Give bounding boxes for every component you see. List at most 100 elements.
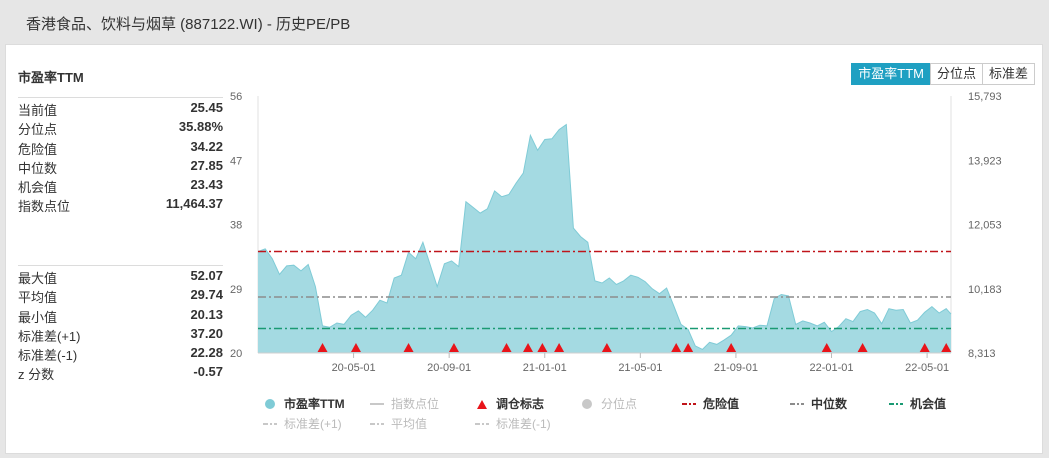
- rebalance-marker: [317, 343, 328, 352]
- pe-area: [258, 124, 951, 353]
- stat-value: 20.13: [190, 306, 223, 322]
- rebalance-marker: [671, 343, 682, 352]
- y2-tick-label: 8,313: [968, 348, 996, 360]
- stat-label: 分位点: [18, 122, 58, 138]
- y-tick-label: 56: [230, 91, 242, 103]
- pe-chart[interactable]: 56 47 38 29 20 15,793 13,923 12,053 10,183 8,313 2…: [6, 45, 1042, 453]
- stat-value: 29.74: [190, 287, 223, 303]
- stat-label: 最小值: [18, 309, 58, 325]
- legend-item[interactable]: 分位点: [579, 395, 637, 412]
- legend-label: 标准差(-1): [496, 417, 551, 431]
- legend-label: 分位点: [601, 397, 638, 411]
- rebalance-marker: [448, 343, 459, 352]
- y2-tick-label: 15,793: [968, 91, 1002, 103]
- legend-item[interactable]: 指数点位: [369, 395, 439, 412]
- tab-percentile[interactable]: 分位点: [929, 63, 983, 85]
- rebalance-marker: [941, 343, 952, 352]
- tab-pe-ttm[interactable]: 市盈率TTM: [851, 63, 931, 85]
- stat-label: 标准差(+1): [18, 328, 81, 344]
- rebalance-marker: [350, 343, 361, 352]
- stats-history: 最大值 52.07 平均值 29.74 最小值 20.13 标准差(+1) 37.20 …: [18, 265, 223, 382]
- rebalance-marker: [726, 343, 737, 352]
- line-icon: [370, 402, 384, 405]
- rebalance-marker: [554, 343, 565, 352]
- dashdot-icon: [682, 402, 696, 405]
- dashdot-icon: [370, 422, 384, 425]
- stat-label: 危险值: [18, 141, 58, 157]
- metric-tabs: 市盈率TTM 分位点 标准差: [851, 63, 1035, 85]
- dashdot-icon: [475, 422, 489, 425]
- rebalance-marker: [403, 343, 414, 352]
- rebalance-marker: [821, 343, 832, 352]
- stat-label: 标准差(-1): [18, 348, 78, 364]
- stat-row: 平均值 29.74: [18, 285, 223, 306]
- legend-item[interactable]: 标准差(-1): [474, 415, 551, 432]
- stat-row: z 分数 -0.57: [18, 362, 223, 383]
- stat-row: 机会值 23.43: [18, 175, 223, 196]
- stat-label: 指数点位: [18, 199, 71, 215]
- x-tick-label: 21-09-01: [714, 362, 758, 374]
- rebalance-marker: [537, 343, 548, 352]
- rebalance-marker: [919, 343, 930, 352]
- legend-item[interactable]: 平均值: [369, 415, 427, 432]
- dashdot-icon: [790, 402, 804, 405]
- stat-value: 11,464.37: [165, 196, 223, 212]
- stat-value: 22.28: [190, 345, 223, 361]
- rebalance-marker: [501, 343, 512, 352]
- triangle-icon: [477, 399, 487, 409]
- y2-tick-label: 13,923: [968, 155, 1002, 167]
- stat-row: 指数点位 11,464.37: [18, 194, 223, 215]
- chart-panel: 市盈率TTM 市盈率TTM 分位点 标准差 当前值 25.45 分位点 35.88%…: [5, 44, 1043, 454]
- x-tick-label: 21-05-01: [618, 362, 662, 374]
- stat-label: 机会值: [18, 180, 58, 196]
- x-tick-label: 22-05-01: [905, 362, 949, 374]
- rebalance-marker: [601, 343, 612, 352]
- x-tick-label: 20-05-01: [332, 362, 376, 374]
- stat-value: 23.43: [190, 177, 223, 193]
- stat-row: 中位数 27.85: [18, 156, 223, 176]
- dashdot-icon: [263, 422, 277, 425]
- x-tick-label: 22-01-01: [809, 362, 853, 374]
- legend-label: 标准差(+1): [284, 417, 342, 431]
- stat-label: 平均值: [18, 290, 58, 306]
- stat-value: 34.22: [190, 138, 223, 154]
- legend-item[interactable]: 中位数: [789, 395, 847, 412]
- stat-row: 最大值 52.07: [18, 266, 223, 286]
- rebalance-marker: [523, 343, 534, 352]
- stat-row: 标准差(+1) 37.20: [18, 324, 223, 344]
- dashdot-icon: [889, 402, 903, 405]
- legend-label: 中位数: [811, 397, 848, 411]
- stat-label: z 分数: [18, 367, 55, 383]
- legend-label: 机会值: [910, 397, 947, 411]
- legend-item[interactable]: 调仓标志: [474, 395, 544, 412]
- stat-row: 分位点 35.88%: [18, 117, 223, 138]
- legend-label: 指数点位: [391, 397, 440, 411]
- y-tick-label: 29: [230, 284, 242, 296]
- stat-value: 27.85: [190, 157, 223, 173]
- legend-item[interactable]: 市盈率TTM: [262, 395, 345, 412]
- y2-tick-label: 10,183: [968, 284, 1002, 296]
- dot-icon: [582, 398, 592, 409]
- stats-current: 当前值 25.45 分位点 35.88% 危险值 34.22 中位数 27.85 机会值…: [18, 97, 223, 214]
- y2-tick-label: 12,053: [968, 220, 1002, 232]
- stat-value: 35.88%: [178, 119, 223, 135]
- x-tick-label: 21-01-01: [523, 362, 567, 374]
- stat-value: 25.45: [190, 100, 223, 115]
- stat-row: 危险值 34.22: [18, 137, 223, 157]
- legend-label: 调仓标志: [496, 397, 545, 411]
- legend-item[interactable]: 标准差(+1): [262, 415, 342, 432]
- dot-icon: [265, 398, 275, 409]
- legend-item[interactable]: 机会值: [888, 395, 946, 412]
- stat-row: 当前值 25.45: [18, 98, 223, 118]
- tab-std-dev[interactable]: 标准差: [981, 63, 1035, 85]
- stat-label: 中位数: [18, 160, 58, 176]
- legend-label: 市盈率TTM: [284, 397, 345, 411]
- x-tick-label: 20-09-01: [427, 362, 471, 374]
- rebalance-marker: [857, 343, 868, 352]
- stat-value: -0.57: [193, 364, 223, 380]
- legend-item[interactable]: 危险值: [681, 395, 739, 412]
- legend-label: 平均值: [391, 417, 428, 431]
- metric-title: 市盈率TTM: [18, 70, 84, 85]
- pe-line: [257, 123, 952, 351]
- stat-label: 最大值: [18, 271, 58, 286]
